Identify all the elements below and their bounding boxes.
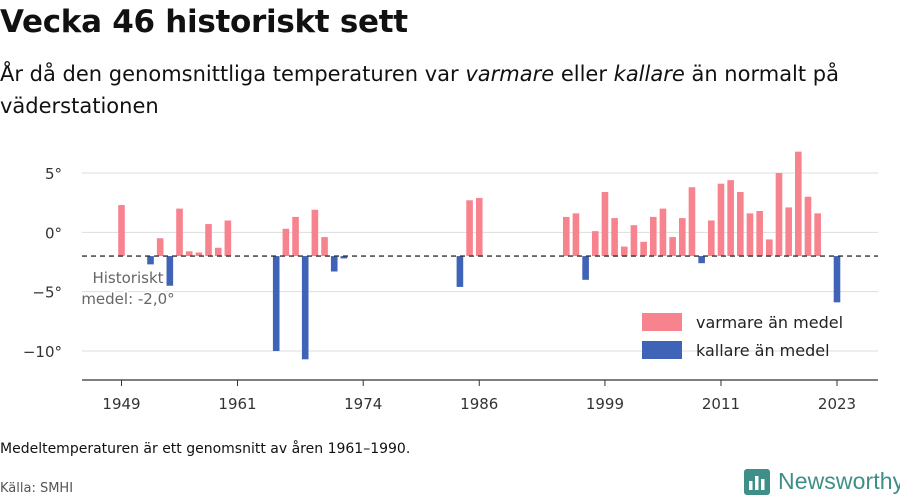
legend-swatch-colder (642, 341, 682, 359)
subtitle-warm-word: varmare (465, 62, 555, 86)
subtitle-text-2: eller (554, 62, 614, 86)
bar-warmer-1949 (118, 205, 125, 257)
historical-mean-label: medel: -2,0° (81, 290, 174, 308)
chart-note: Medeltemperaturen är ett genomsnitt av å… (0, 441, 411, 457)
bar-warmer-2016 (766, 239, 773, 257)
bar-warmer-1960 (224, 220, 232, 257)
bar-warmer-1959 (214, 247, 222, 257)
x-tick-label: 2023 (818, 395, 856, 413)
bar-colder-1965 (272, 256, 280, 351)
bar-warmer-1986 (475, 197, 483, 257)
bar-colder-2009 (698, 256, 705, 264)
x-tick-label: 1999 (586, 395, 624, 413)
bar-warmer-2012 (727, 180, 734, 257)
bar-warmer-1956 (185, 251, 193, 257)
y-tick-label: 0° (45, 224, 62, 242)
bar-warmer-2004 (649, 216, 657, 257)
bar-colder-1997 (582, 256, 589, 280)
newsworthy-brand[interactable]: Newsworthy (744, 468, 900, 495)
bar-warmer-1996 (572, 213, 580, 257)
bar-colder-1971 (330, 256, 338, 272)
historical-mean-label: Historiskt (92, 269, 163, 287)
bar-warmer-1958 (205, 224, 212, 257)
y-tick-label: 5° (45, 165, 62, 183)
bar-warmer-2011 (717, 183, 725, 257)
subtitle-cold-word: kallare (613, 62, 685, 86)
bar-warmer-1995 (562, 216, 570, 257)
bar-warmer-2013 (737, 191, 744, 257)
bar-warmer-1970 (321, 237, 328, 257)
subtitle-text-1: År då den genomsnittliga temperaturen va… (0, 62, 466, 86)
bar-warmer-1955 (176, 208, 183, 257)
x-tick-label: 1949 (102, 395, 140, 413)
bar-warmer-2008 (688, 187, 696, 257)
brand-name: Newsworthy (778, 468, 900, 494)
x-tick-label: 1974 (344, 395, 382, 413)
bar-warmer-2014 (746, 213, 754, 257)
bar-warmer-2000 (611, 218, 618, 257)
temperature-anomaly-chart: 5° 0° −5° −10° 1949 1961 1974 1986 1999 2011 2023 H… (23, 151, 878, 413)
bar-warmer-1998 (591, 231, 599, 257)
bar-colder-1952 (147, 256, 154, 265)
y-tick-label: −10° (23, 343, 62, 361)
bar-warmer-2010 (708, 220, 715, 257)
legend-label-colder: kallare än medel (696, 341, 830, 360)
bar-colder-1954 (166, 256, 174, 286)
x-tick-label: 1961 (218, 395, 256, 413)
chart-subtitle: År då den genomsnittliga temperaturen va… (0, 58, 880, 122)
bar-warmer-1967 (292, 216, 299, 257)
bar-colder-1972 (340, 256, 348, 259)
bar-warmer-2020 (804, 196, 812, 257)
newsworthy-bars-icon (744, 468, 770, 495)
bar-warmer-1999 (601, 191, 609, 257)
bar-warmer-2002 (630, 225, 638, 257)
x-tick-label: 2011 (702, 395, 740, 413)
x-tick-label: 1986 (460, 395, 498, 413)
bar-warmer-2019 (795, 151, 802, 257)
bar-warmer-1985 (466, 200, 473, 257)
bar-warmer-1966 (282, 228, 290, 257)
bar-warmer-2005 (659, 208, 667, 257)
bar-colder-1984 (456, 256, 464, 287)
bar-warmer-2018 (785, 207, 792, 257)
bar-warmer-2001 (620, 246, 628, 257)
bar-warmer-2003 (640, 241, 647, 257)
bar-warmer-1957 (195, 252, 203, 257)
bar-warmer-2017 (775, 173, 783, 257)
legend-label-warmer: varmare än medel (696, 313, 843, 332)
bar-warmer-2015 (756, 210, 763, 257)
y-tick-label: −5° (32, 284, 62, 302)
bar-colder-2023 (833, 256, 841, 303)
bar-warmer-1953 (156, 238, 164, 257)
subtitle-text-3: än normalt på väderstationen (0, 62, 839, 118)
bar-warmer-2021 (814, 213, 821, 257)
bar-warmer-2007 (679, 218, 686, 257)
legend-swatch-warmer (642, 313, 682, 331)
source-label: Källa: SMHI (0, 481, 74, 496)
bar-warmer-2006 (669, 237, 676, 257)
bar-warmer-1969 (311, 209, 319, 257)
chart-title: Vecka 46 historiskt sett (0, 4, 408, 40)
bar-colder-1968 (301, 256, 309, 360)
